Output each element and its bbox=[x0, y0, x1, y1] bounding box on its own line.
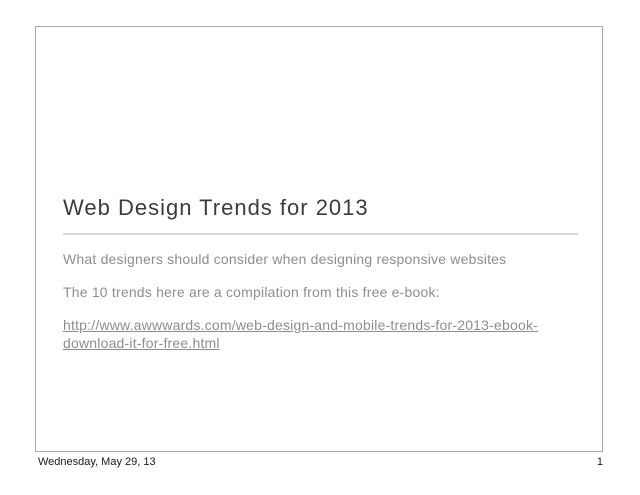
ebook-url-link[interactable]: http://www.awwwards.com/web-design-and-m… bbox=[63, 317, 539, 351]
slide-footer: Wednesday, May 29, 13 1 bbox=[38, 456, 603, 469]
slide-body-text: The 10 trends here are a compilation fro… bbox=[63, 284, 440, 300]
slide-link-line: http://www.awwwards.com/web-design-and-m… bbox=[63, 316, 578, 352]
footer-date: Wednesday, May 29, 13 bbox=[38, 456, 156, 468]
slide: Web Design Trends for 2013 What designer… bbox=[35, 26, 603, 452]
slide-content: Web Design Trends for 2013 What designer… bbox=[63, 27, 578, 352]
footer-page-number: 1 bbox=[596, 456, 603, 468]
slide-title: Web Design Trends for 2013 bbox=[63, 195, 369, 220]
slide-subtitle: What designers should consider when desi… bbox=[63, 251, 507, 267]
title-divider bbox=[63, 233, 578, 235]
